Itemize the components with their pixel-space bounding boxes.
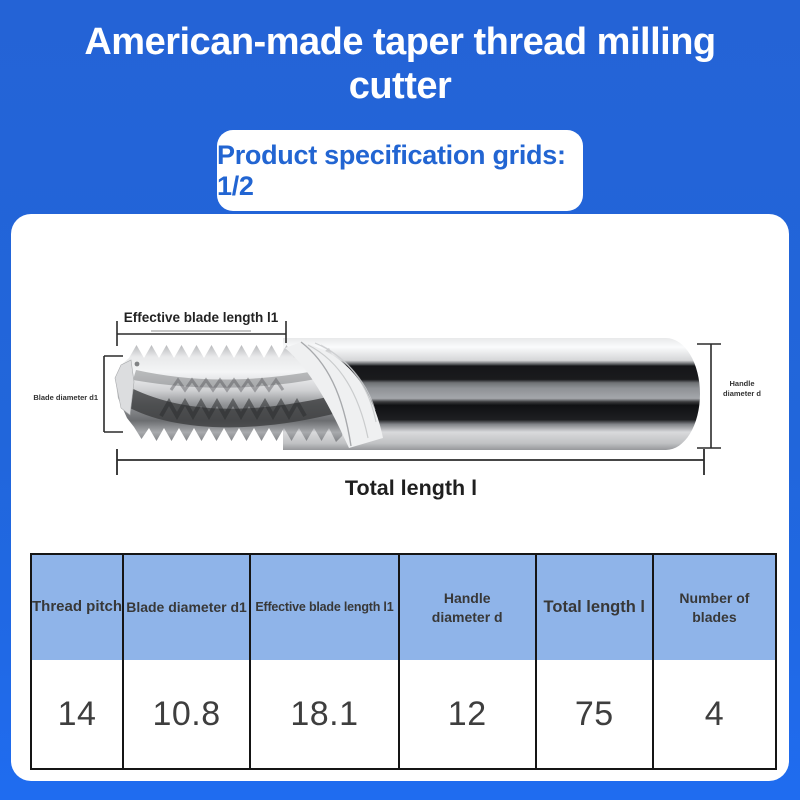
header-cell-thread-pitch: Thread pitch (32, 555, 125, 660)
header-cell-number-of-blades: Number of blades (653, 555, 775, 660)
dim-blade-diameter (103, 355, 123, 433)
product-title-line1: American-made taper thread milling (84, 21, 716, 63)
cutter-illustration: Effective blade length l1 Blade diameter… (33, 310, 761, 500)
content-panel: Effective blade length l1 Blade diameter… (11, 214, 789, 781)
header-cell-handle-diameter: Handle diameter d (399, 555, 537, 660)
effective-blade-length-label: Effective blade length l1 (124, 310, 279, 325)
value-cell-handle-diameter: 12 (399, 660, 537, 768)
cutter-threaded-head (114, 345, 344, 442)
header-cell-effective-blade-length: Effective blade length l1 (251, 555, 400, 660)
handle-diameter-label-line1: Handle (729, 379, 754, 388)
value-cell-blade-diameter: 10.8 (124, 660, 252, 768)
dim-effective-blade-length (116, 321, 287, 346)
dim-handle-diameter (697, 343, 721, 449)
product-title: American-made taper thread milling cutte… (0, 0, 800, 108)
spec-badge-label: Product specification grids: 1/2 (217, 139, 566, 201)
blade-diameter-label: Blade diameter d1 (33, 393, 98, 402)
value-cell-thread-pitch: 14 (32, 660, 125, 768)
handle-diameter-label-line2: diameter d (723, 389, 761, 398)
value-cell-number-of-blades: 4 (653, 660, 775, 768)
spec-badge: Product specification grids: 1/2 (217, 130, 583, 211)
cutter-shank (283, 338, 700, 450)
product-title-line2: cutter (348, 65, 452, 107)
cutter-flute-wedge (285, 341, 383, 448)
total-length-label: Total length l (345, 476, 477, 500)
dim-total-length (116, 449, 705, 475)
header-cell-total-length: Total length l (536, 555, 654, 660)
value-cell-total-length: 75 (536, 660, 654, 768)
spec-table: Thread pitch Blade diameter d1 Effective… (30, 553, 777, 770)
header-cell-blade-diameter: Blade diameter d1 (124, 555, 252, 660)
value-cell-effective-blade-length: 18.1 (251, 660, 400, 768)
